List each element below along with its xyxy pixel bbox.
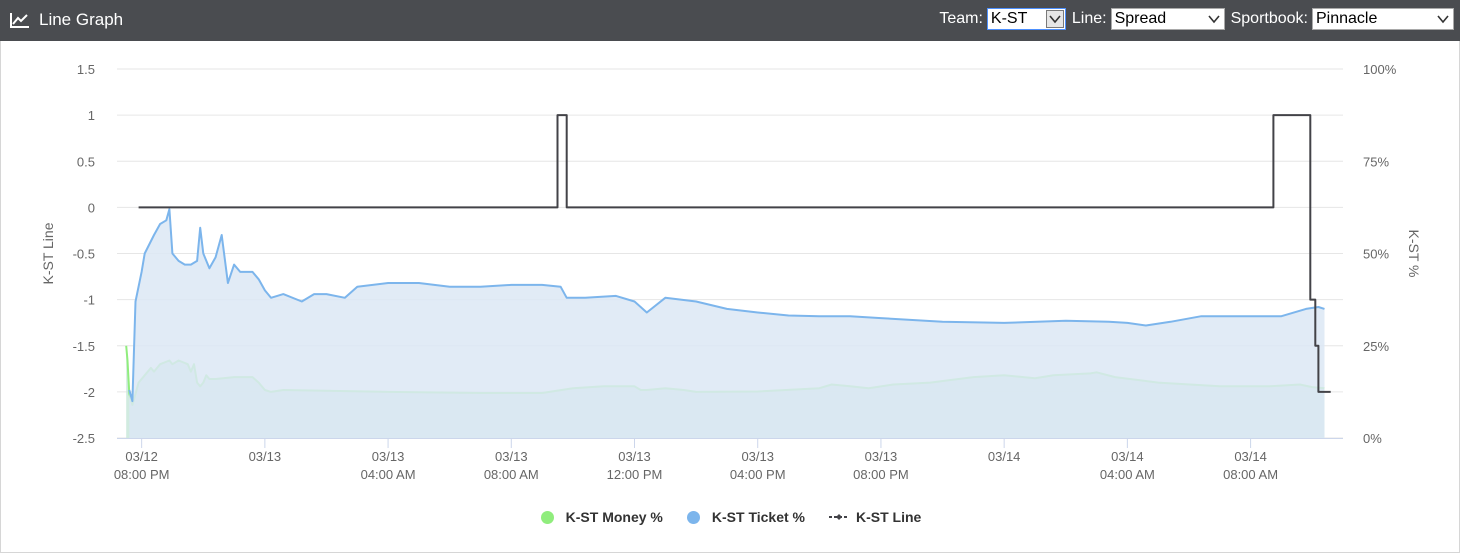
line-select-value: Spread [1114, 10, 1167, 27]
legend-item-line[interactable]: K-ST Line [829, 509, 921, 525]
y-right-tick-label: 50% [1363, 247, 1389, 262]
y-left-tick-label: -2.5 [73, 431, 95, 446]
legend-item-ticket[interactable]: K-ST Ticket % [686, 509, 805, 525]
line-graph-chart: 1.5 1 0.5 0 -0.5 -1 -1.5 -2 -2.5 100% 75% 50% 25% 0% K… [40, 62, 1422, 482]
y-right-axis-title: K-ST % [1406, 230, 1422, 278]
page-title: Line Graph [39, 10, 124, 29]
x-tick-label: 03/13 [741, 449, 774, 464]
x-tick-label-time: 08:00 PM [114, 467, 170, 482]
x-tick-label-time: 08:00 PM [853, 467, 909, 482]
y-left-tick-label: -1.5 [73, 339, 95, 354]
x-tick-label-time: 08:00 AM [484, 467, 539, 482]
y-left-tick-label: 1 [88, 108, 95, 123]
legend-line-label: K-ST Line [856, 509, 922, 525]
x-tick-label-time: 04:00 AM [1100, 467, 1155, 482]
x-tick-label-time: 04:00 PM [730, 467, 786, 482]
legend-money-label: K-ST Money % [565, 509, 663, 525]
series-line-k-st-ticket [128, 208, 1325, 403]
x-tick-label: 03/13 [495, 449, 528, 464]
y-left-tick-label: 0.5 [77, 154, 95, 169]
header-bar: Line Graph Team: K-ST Line: Spread Sport… [0, 0, 1460, 41]
chevron-down-icon [1437, 15, 1449, 24]
title-group: Line Graph [10, 10, 123, 30]
x-tick-label: 03/14 [1234, 449, 1267, 464]
team-select[interactable]: K-ST [986, 8, 1066, 30]
x-tick-label: 03/13 [865, 449, 898, 464]
y-right-tick-label: 100% [1363, 62, 1397, 77]
x-tick-label: 03/13 [372, 449, 405, 464]
y-left-tick-label: -2 [83, 385, 95, 400]
x-tick-label-time: 08:00 AM [1223, 467, 1278, 482]
line-label: Line: [1071, 10, 1107, 27]
y-left-tick-label: 1.5 [77, 62, 95, 77]
x-tick-label: 03/13 [249, 449, 282, 464]
filter-controls: Team: K-ST Line: Spread Sportbook: Pinna… [939, 8, 1454, 30]
legend-money-swatch [540, 510, 554, 524]
y-left-tick-label: 0 [88, 200, 95, 215]
y-left-tick-label: -0.5 [73, 247, 95, 262]
team-label: Team: [939, 10, 983, 27]
y-left-axis-title: K-ST Line [40, 222, 56, 284]
x-tick-label: 03/14 [988, 449, 1021, 464]
x-tick-label: 03/12 [125, 449, 158, 464]
y-right-tick-label: 25% [1363, 339, 1389, 354]
y-right-tick-label: 0% [1363, 431, 1382, 446]
legend-ticket-label: K-ST Ticket % [711, 509, 805, 525]
line-chart-icon [10, 13, 29, 28]
team-select-value: K-ST [990, 10, 1028, 27]
x-tick-label: 03/14 [1111, 449, 1144, 464]
x-tick-label-time: 12:00 PM [607, 467, 663, 482]
chevron-down-icon [1045, 10, 1064, 28]
series-line-k-st-line [138, 114, 1331, 393]
sportbook-label: Sportbook: [1230, 10, 1308, 27]
series-area-k-st-ticket [129, 209, 1325, 438]
x-tick-label-time: 04:00 AM [361, 467, 416, 482]
y-left-tick-label: -1 [83, 293, 95, 308]
y-right-tick-label: 75% [1363, 154, 1389, 169]
sportbook-select-value: Pinnacle [1316, 10, 1378, 27]
legend-line-symbol [829, 514, 849, 520]
chart-legend: K-ST Money % K-ST Ticket % K-ST Line [1, 509, 1460, 525]
sportbook-select[interactable]: Pinnacle [1312, 8, 1454, 30]
legend-ticket-swatch [686, 510, 700, 524]
chevron-down-icon [1207, 15, 1220, 24]
legend-item-money[interactable]: K-ST Money % [540, 509, 663, 525]
line-select[interactable]: Spread [1110, 8, 1225, 30]
chart-container: 1.5 1 0.5 0 -0.5 -1 -1.5 -2 -2.5 100% 75% 50% 25% 0% K… [0, 41, 1460, 553]
x-tick-label: 03/13 [618, 449, 651, 464]
